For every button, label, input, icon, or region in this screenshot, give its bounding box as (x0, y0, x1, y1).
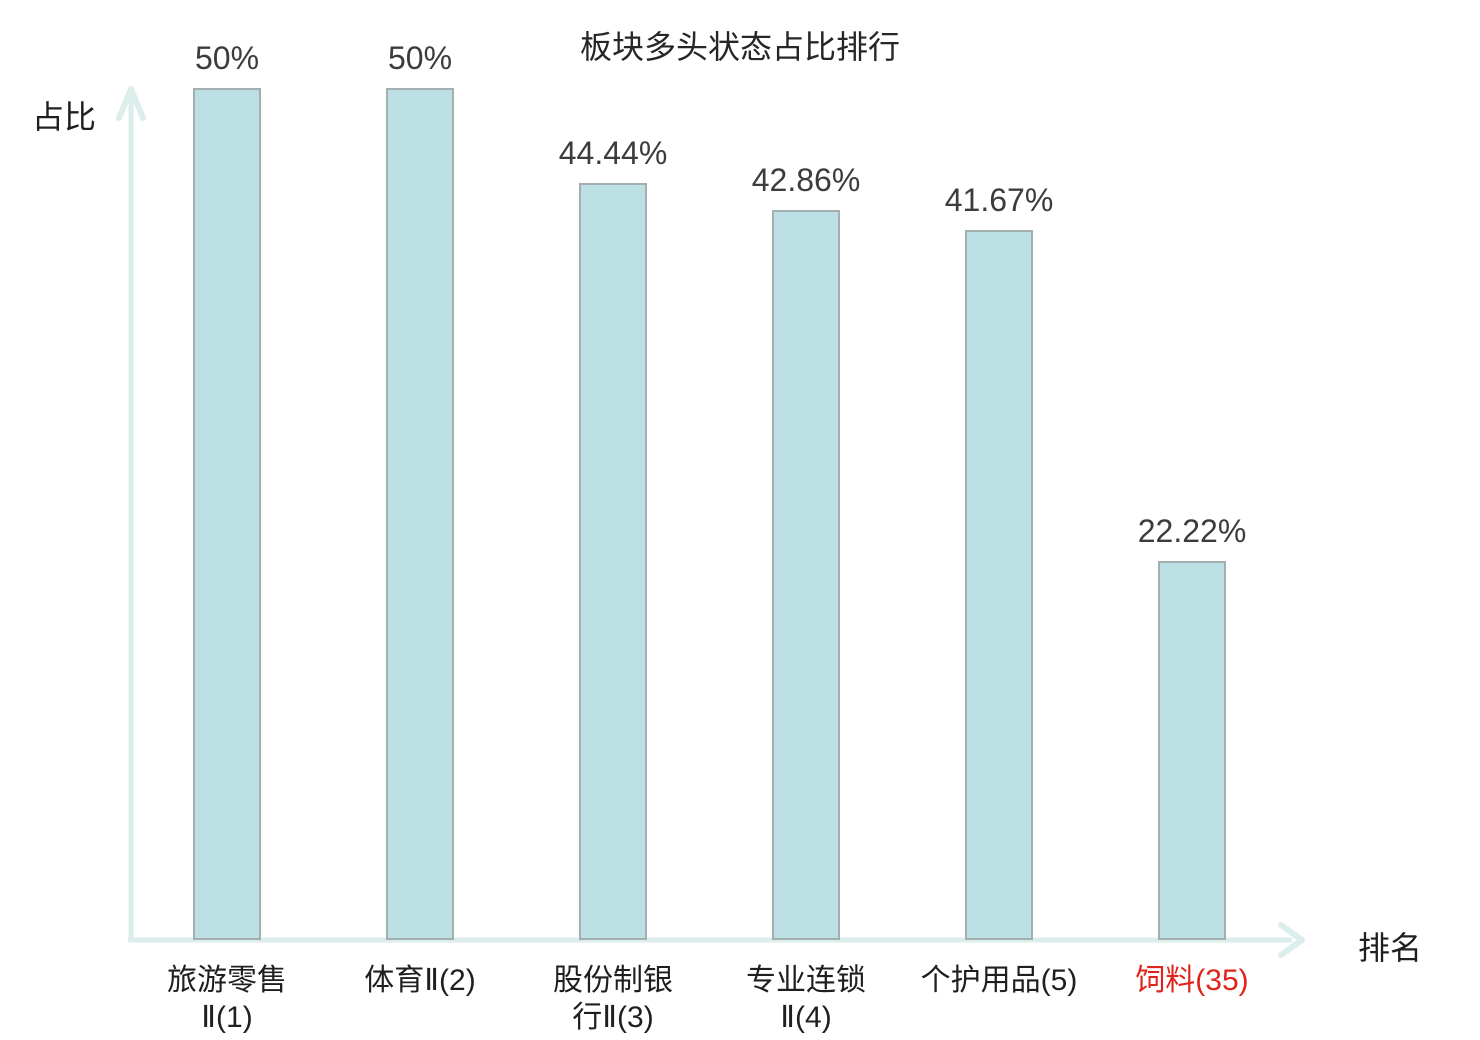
category-label: 体育Ⅱ(2) (320, 962, 520, 999)
bar-value-label: 42.86% (751, 162, 861, 198)
category-label: 专业连锁 Ⅱ(4) (706, 962, 906, 1036)
category-label-line: Ⅱ(4) (780, 1001, 832, 1034)
chart-title: 板块多头状态占比排行 (579, 29, 900, 65)
x-axis-arrow-icon (1278, 922, 1305, 958)
category-label-line: 股份制银 (553, 964, 673, 997)
bar-group: 50% (131, 0, 323, 940)
category-label-line: 饲料(35) (1135, 964, 1249, 997)
bar-value-label: 44.44% (558, 135, 668, 171)
bar-value-label: 50% (194, 40, 260, 76)
bar-group: 42.86% (710, 0, 902, 940)
category-label: 旅游零售 Ⅱ(1) (127, 962, 327, 1036)
bar (386, 88, 454, 940)
bar (193, 88, 261, 940)
category-label-highlighted: 饲料(35) (1092, 962, 1292, 999)
category-label-line: 行Ⅱ(3) (572, 1001, 654, 1034)
bar (965, 230, 1033, 940)
bar-group: 22.22% (1096, 0, 1288, 940)
bar-group: 50% (324, 0, 516, 940)
bar (579, 183, 647, 940)
bar-group: 44.44% (517, 0, 709, 940)
category-label-line: 旅游零售 (167, 964, 287, 997)
bar-value-label: 50% (387, 40, 453, 76)
bar (1158, 561, 1226, 940)
category-label-line: Ⅱ(1) (201, 1001, 253, 1034)
bar-value-label: 41.67% (944, 182, 1054, 218)
category-label: 股份制银 行Ⅱ(3) (513, 962, 713, 1036)
y-axis-arrow-icon (116, 86, 146, 121)
category-label-line: 体育Ⅱ(2) (364, 964, 476, 997)
bar-value-label: 22.22% (1137, 513, 1247, 549)
category-label: 个护用品(5) (899, 962, 1099, 999)
bar (772, 210, 840, 940)
bar-group: 41.67% (903, 0, 1095, 940)
category-label-line: 专业连锁 (746, 964, 866, 997)
y-axis-label: 占比 (32, 99, 97, 135)
category-label-line: 个护用品(5) (920, 964, 1078, 997)
x-axis-label: 排名 (1358, 930, 1423, 966)
